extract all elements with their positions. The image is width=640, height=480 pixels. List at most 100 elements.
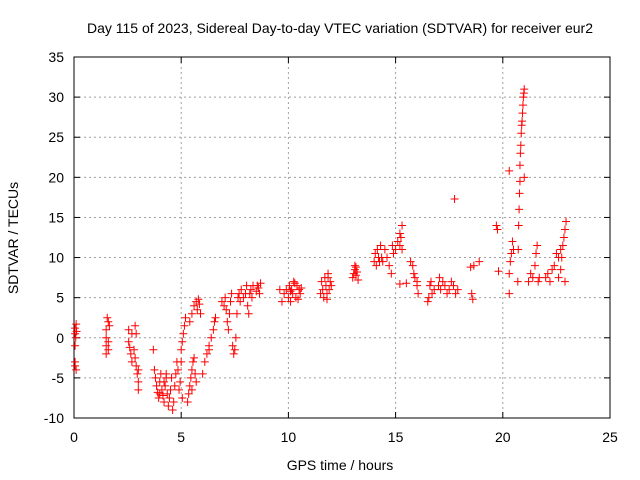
data-point xyxy=(71,357,80,366)
data-point xyxy=(131,353,140,362)
data-point xyxy=(515,205,524,214)
data-point xyxy=(284,293,293,302)
data-point xyxy=(167,373,176,382)
data-point xyxy=(237,285,246,294)
x-tick-label: 20 xyxy=(495,429,511,445)
data-point xyxy=(295,285,304,294)
data-point xyxy=(256,279,265,288)
data-point xyxy=(388,241,397,250)
data-point xyxy=(220,301,229,310)
data-point xyxy=(505,289,514,298)
data-point xyxy=(72,327,81,336)
data-point xyxy=(211,313,220,322)
data-point xyxy=(425,281,434,290)
data-point xyxy=(322,295,331,304)
data-point xyxy=(350,261,359,270)
data-point xyxy=(475,257,484,266)
data-point xyxy=(165,393,174,402)
y-tick-label: 10 xyxy=(48,250,64,266)
data-point xyxy=(562,217,571,226)
data-point xyxy=(127,357,136,366)
data-point xyxy=(395,280,404,289)
data-point xyxy=(373,245,382,254)
data-point xyxy=(468,295,477,304)
x-tick-label: 25 xyxy=(602,429,618,445)
data-points xyxy=(71,85,571,414)
data-point xyxy=(515,177,524,186)
grid-lines xyxy=(74,57,610,418)
data-point xyxy=(467,289,476,298)
data-point xyxy=(190,353,199,362)
y-tick-label: -10 xyxy=(44,410,64,426)
data-point xyxy=(168,405,177,414)
data-point xyxy=(221,293,230,302)
data-point xyxy=(518,109,527,118)
data-point xyxy=(229,349,238,358)
data-point xyxy=(428,289,437,298)
data-point xyxy=(385,261,394,270)
data-point xyxy=(158,391,167,400)
y-tick-label: 30 xyxy=(48,89,64,105)
data-point xyxy=(508,237,517,246)
data-point xyxy=(104,337,113,346)
data-point xyxy=(169,397,178,406)
data-point xyxy=(554,273,563,282)
data-point xyxy=(130,345,139,354)
data-point xyxy=(351,271,360,280)
data-point xyxy=(71,324,80,333)
x-tick-label: 5 xyxy=(177,429,185,445)
data-point xyxy=(187,365,196,374)
data-point xyxy=(154,393,163,402)
y-axis-label: SDTVAR / TECUs xyxy=(5,182,21,294)
data-point xyxy=(541,273,550,282)
data-point xyxy=(134,377,143,386)
data-point xyxy=(124,325,133,334)
data-point xyxy=(395,229,404,238)
data-point xyxy=(226,297,235,306)
data-point xyxy=(296,289,305,298)
data-point xyxy=(149,345,158,354)
data-point xyxy=(247,293,256,302)
data-point xyxy=(327,281,336,290)
data-point xyxy=(134,385,143,394)
data-point xyxy=(550,261,559,270)
y-tick-label: 20 xyxy=(48,169,64,185)
data-point xyxy=(236,297,245,306)
data-point xyxy=(104,345,113,354)
data-point xyxy=(505,269,514,278)
data-point xyxy=(414,289,423,298)
data-point xyxy=(186,373,195,382)
data-point xyxy=(188,357,197,366)
data-point xyxy=(406,257,415,266)
data-point xyxy=(438,277,447,286)
data-point xyxy=(150,365,159,374)
plot-frame xyxy=(73,56,611,419)
data-point xyxy=(533,241,542,250)
data-point xyxy=(398,245,407,254)
data-point xyxy=(453,285,462,294)
data-point xyxy=(200,357,209,366)
data-point xyxy=(103,313,112,322)
data-point xyxy=(530,261,539,270)
data-point xyxy=(408,261,417,270)
data-point xyxy=(202,349,211,358)
data-point xyxy=(532,249,541,258)
data-point xyxy=(230,345,239,354)
data-point xyxy=(554,253,563,262)
data-point xyxy=(297,284,306,293)
data-point xyxy=(383,253,392,262)
data-point xyxy=(153,388,162,397)
x-axis-label: GPS time / hours xyxy=(287,457,394,473)
data-point xyxy=(516,149,525,158)
axis-ticks: 0 5 10 15 20 25 -10 -5 0 5 10 15 20 25 30 35 xyxy=(44,49,618,445)
data-point xyxy=(198,369,207,378)
data-point xyxy=(389,249,398,258)
data-point xyxy=(534,277,543,286)
data-point xyxy=(524,277,533,286)
data-point xyxy=(372,261,381,270)
data-point xyxy=(155,389,164,398)
data-point xyxy=(243,301,252,310)
data-point xyxy=(185,381,194,390)
y-tick-label: 35 xyxy=(48,49,64,65)
data-point xyxy=(319,293,328,302)
